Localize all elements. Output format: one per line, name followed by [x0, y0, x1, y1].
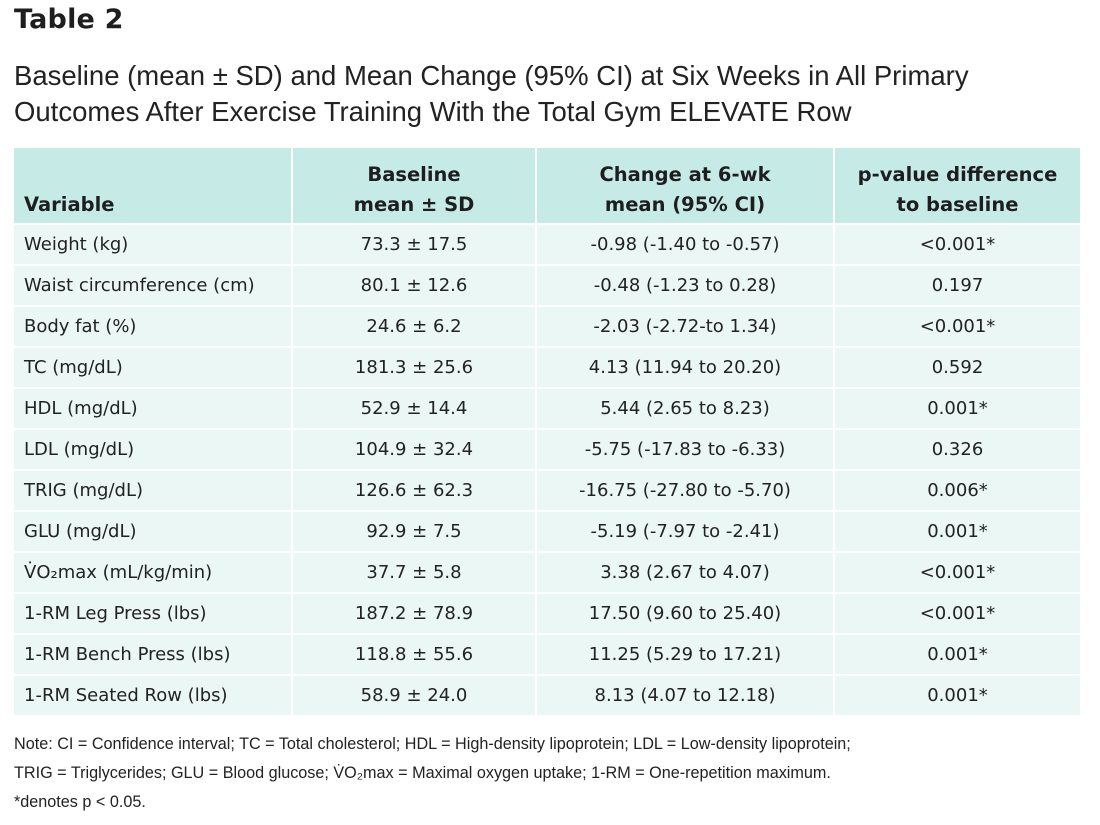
cell-baseline: 37.7 ± 5.8 — [292, 552, 537, 594]
cell-change: -0.98 (-1.40 to -0.57) — [536, 224, 835, 266]
table-row: TRIG (mg/dL) 126.6 ± 62.3 -16.75 (-27.80 t… — [14, 470, 1080, 512]
table-row: V̇O₂max (mL/kg/min) 37.7 ± 5.8 3.38 (2.67 … — [14, 552, 1080, 594]
table-row: 1-RM Bench Press (lbs) 118.8 ± 55.6 11.25 … — [14, 634, 1080, 676]
header-baseline: Baseline mean ± SD — [292, 148, 537, 225]
cell-p-value: <0.001* — [834, 593, 1080, 635]
header-change: Change at 6-wk mean (95% CI) — [536, 148, 835, 225]
table-row: Weight (kg) 73.3 ± 17.5 -0.98 (-1.40 to -0… — [14, 224, 1080, 266]
cell-change: -5.19 (-7.97 to -2.41) — [536, 511, 835, 553]
table-row: HDL (mg/dL) 52.9 ± 14.4 5.44 (2.65 to 8.23… — [14, 388, 1080, 430]
cell-change: 3.38 (2.67 to 4.07) — [536, 552, 835, 594]
cell-baseline: 118.8 ± 55.6 — [292, 634, 537, 676]
cell-variable: Body fat (%) — [14, 306, 293, 348]
cell-variable: TRIG (mg/dL) — [14, 470, 293, 512]
cell-variable: GLU (mg/dL) — [14, 511, 293, 553]
table-notes: Note: CI = Confidence interval; TC = Tot… — [14, 730, 1090, 817]
header-baseline-line2: mean ± SD — [353, 193, 475, 216]
note-line-1: Note: CI = Confidence interval; TC = Tot… — [14, 735, 851, 753]
cell-change: -2.03 (-2.72-to 1.34) — [536, 306, 835, 348]
cell-p-value: 0.006* — [834, 470, 1080, 512]
cell-p-value: 0.001* — [834, 511, 1080, 553]
cell-baseline: 80.1 ± 12.6 — [292, 265, 537, 307]
cell-baseline: 187.2 ± 78.9 — [292, 593, 537, 635]
cell-baseline: 181.3 ± 25.6 — [292, 347, 537, 389]
cell-p-value: <0.001* — [834, 552, 1080, 594]
caption-line-1: Baseline (mean ± SD) and Mean Change (95… — [14, 60, 969, 91]
header-variable-line2: Variable — [24, 193, 115, 216]
cell-change: 5.44 (2.65 to 8.23) — [536, 388, 835, 430]
note-line-2: TRIG = Triglycerides; GLU = Blood glucos… — [14, 764, 831, 782]
cell-change: -5.75 (-17.83 to -6.33) — [536, 429, 835, 471]
cell-baseline: 58.9 ± 24.0 — [292, 675, 537, 717]
header-p-value: p-value difference to baseline — [834, 148, 1080, 225]
table-row: 1-RM Leg Press (lbs) 187.2 ± 78.9 17.50 (9… — [14, 593, 1080, 635]
cell-change: -16.75 (-27.80 to -5.70) — [536, 470, 835, 512]
cell-change: -0.48 (-1.23 to 0.28) — [536, 265, 835, 307]
cell-baseline: 52.9 ± 14.4 — [292, 388, 537, 430]
cell-change: 11.25 (5.29 to 17.21) — [536, 634, 835, 676]
cell-change: 8.13 (4.07 to 12.18) — [536, 675, 835, 717]
cell-p-value: <0.001* — [834, 306, 1080, 348]
header-change-line1: Change at 6-wk — [599, 163, 771, 186]
cell-baseline: 24.6 ± 6.2 — [292, 306, 537, 348]
note-line-3: *denotes p < 0.05. — [14, 793, 146, 811]
cell-change: 4.13 (11.94 to 20.20) — [536, 347, 835, 389]
cell-p-value: <0.001* — [834, 224, 1080, 266]
table-row: TC (mg/dL) 181.3 ± 25.6 4.13 (11.94 to 20.… — [14, 347, 1080, 389]
table-body: Weight (kg) 73.3 ± 17.5 -0.98 (-1.40 to -0… — [14, 224, 1080, 717]
table-caption: Baseline (mean ± SD) and Mean Change (95… — [14, 58, 1084, 130]
header-p-value-line2: to baseline — [896, 193, 1019, 216]
cell-change: 17.50 (9.60 to 25.40) — [536, 593, 835, 635]
cell-p-value: 0.197 — [834, 265, 1080, 307]
cell-variable: LDL (mg/dL) — [14, 429, 293, 471]
header-row: Variable Baseline mean ± SD Change at 6-… — [14, 148, 1080, 225]
table-row: 1-RM Seated Row (lbs) 58.9 ± 24.0 8.13 (4.… — [14, 675, 1080, 717]
header-p-value-line1: p-value difference — [857, 163, 1058, 186]
table-label: Table 2 — [14, 4, 124, 35]
header-baseline-line1: Baseline — [367, 163, 461, 186]
cell-variable: TC (mg/dL) — [14, 347, 293, 389]
cell-baseline: 73.3 ± 17.5 — [292, 224, 537, 266]
cell-variable: 1-RM Leg Press (lbs) — [14, 593, 293, 635]
table-header: Variable Baseline mean ± SD Change at 6-… — [14, 148, 1080, 225]
caption-line-2: Outcomes After Exercise Training With th… — [14, 96, 852, 127]
table-row: Body fat (%) 24.6 ± 6.2 -2.03 (-2.72-to 1.… — [14, 306, 1080, 348]
cell-p-value: 0.001* — [834, 675, 1080, 717]
cell-p-value: 0.001* — [834, 388, 1080, 430]
table-row: Waist circumference (cm) 80.1 ± 12.6 -0.48… — [14, 265, 1080, 307]
cell-variable: V̇O₂max (mL/kg/min) — [14, 552, 293, 594]
table-row: LDL (mg/dL) 104.9 ± 32.4 -5.75 (-17.83 to … — [14, 429, 1080, 471]
cell-variable: 1-RM Bench Press (lbs) — [14, 634, 293, 676]
table-row: GLU (mg/dL) 92.9 ± 7.5 -5.19 (-7.97 to -2.… — [14, 511, 1080, 553]
cell-p-value: 0.001* — [834, 634, 1080, 676]
header-change-line2: mean (95% CI) — [604, 193, 766, 216]
cell-p-value: 0.592 — [834, 347, 1080, 389]
cell-variable: HDL (mg/dL) — [14, 388, 293, 430]
cell-p-value: 0.326 — [834, 429, 1080, 471]
cell-baseline: 104.9 ± 32.4 — [292, 429, 537, 471]
cell-variable: 1-RM Seated Row (lbs) — [14, 675, 293, 717]
cell-variable: Waist circumference (cm) — [14, 265, 293, 307]
header-variable: Variable — [14, 148, 293, 225]
cell-variable: Weight (kg) — [14, 224, 293, 266]
cell-baseline: 92.9 ± 7.5 — [292, 511, 537, 553]
results-table: Variable Baseline mean ± SD Change at 6-… — [14, 148, 1080, 717]
cell-baseline: 126.6 ± 62.3 — [292, 470, 537, 512]
